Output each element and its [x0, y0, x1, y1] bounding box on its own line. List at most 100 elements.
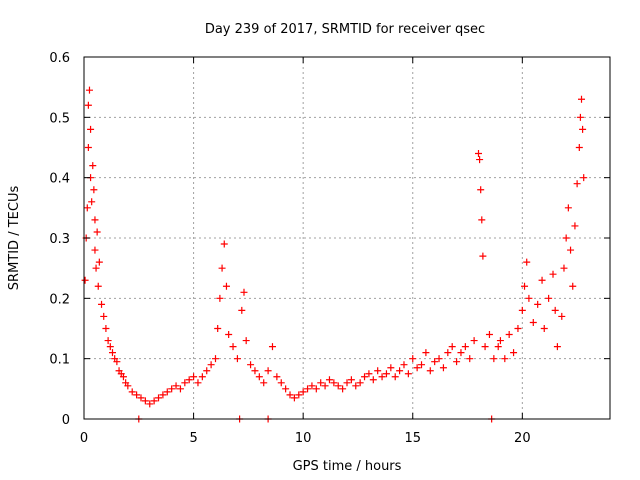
- data-point: [422, 349, 430, 357]
- data-point: [540, 325, 548, 332]
- data-point: [501, 355, 509, 363]
- data-point: [304, 385, 312, 393]
- data-point: [308, 382, 316, 390]
- data-point: [339, 385, 347, 393]
- data-point: [490, 355, 498, 363]
- x-tick-label: 20: [514, 431, 531, 446]
- data-point: [222, 282, 230, 290]
- data-point: [481, 343, 489, 351]
- y-tick-label: 0: [62, 413, 70, 428]
- data-point: [242, 337, 250, 345]
- x-tick-label: 15: [404, 431, 421, 446]
- data-point: [343, 379, 351, 387]
- data-point: [534, 300, 542, 308]
- data-point: [325, 376, 333, 384]
- data-point: [238, 306, 246, 314]
- data-point: [439, 364, 447, 372]
- data-point: [168, 385, 176, 393]
- data-point: [214, 325, 222, 332]
- data-point: [203, 367, 211, 375]
- data-point: [525, 294, 533, 302]
- data-point: [478, 216, 486, 224]
- data-point: [90, 186, 98, 194]
- data-point: [575, 144, 583, 151]
- data-point: [321, 382, 329, 390]
- y-axis-label: SRMTID / TECUs: [7, 186, 22, 291]
- data-point: [198, 373, 206, 381]
- data-point: [553, 343, 561, 351]
- data-point: [88, 198, 96, 206]
- data-point: [466, 355, 474, 363]
- data-point: [444, 349, 452, 357]
- data-point: [84, 101, 92, 109]
- data-point: [494, 343, 502, 351]
- data-point: [92, 264, 100, 272]
- data-point: [549, 270, 557, 278]
- data-point: [461, 343, 469, 351]
- data-point: [190, 373, 198, 381]
- data-point: [453, 358, 461, 366]
- data-point: [295, 391, 303, 399]
- x-tick-label: 10: [295, 431, 312, 446]
- data-point: [225, 331, 233, 339]
- data-point: [260, 379, 268, 387]
- data-point: [477, 186, 485, 194]
- data-point: [361, 373, 369, 381]
- y-tick-label: 0.6: [49, 51, 70, 66]
- chart-title: Day 239 of 2017, SRMTID for receiver qse…: [205, 22, 485, 37]
- data-point: [113, 358, 121, 366]
- data-point: [347, 376, 355, 384]
- data-point: [352, 382, 360, 390]
- data-point: [95, 258, 103, 266]
- data-point: [106, 343, 114, 351]
- data-point: [334, 382, 342, 390]
- data-point: [220, 240, 228, 248]
- data-point: [137, 394, 145, 402]
- data-point: [426, 367, 434, 375]
- data-point: [264, 367, 272, 375]
- y-tick-label: 0.2: [49, 292, 70, 307]
- data-point: [391, 373, 399, 381]
- data-point: [400, 361, 408, 369]
- plot-frame: [83, 56, 611, 420]
- data-point: [448, 343, 456, 351]
- data-point: [387, 364, 395, 372]
- data-point: [330, 379, 338, 387]
- data-point: [562, 234, 570, 242]
- y-tick-label: 0.4: [49, 172, 70, 187]
- y-tick-label: 0.5: [49, 111, 70, 126]
- data-point: [578, 95, 586, 103]
- data-point: [268, 343, 276, 351]
- data-point: [212, 355, 219, 363]
- data-point: [81, 276, 89, 284]
- data-point: [83, 204, 91, 212]
- x-axis-label: GPS time / hours: [293, 459, 402, 474]
- data-point: [418, 361, 426, 369]
- data-point: [312, 385, 320, 393]
- data-point: [290, 394, 298, 402]
- data-point: [84, 144, 92, 151]
- data-point: [181, 379, 189, 387]
- data-point: [255, 373, 263, 381]
- data-point: [404, 370, 412, 378]
- y-tick-label: 0.3: [49, 232, 70, 247]
- data-point: [558, 312, 566, 320]
- data-point: [282, 385, 290, 393]
- data-point: [102, 325, 110, 332]
- data-point: [479, 252, 487, 260]
- data-point: [172, 382, 180, 390]
- data-point: [216, 294, 224, 302]
- data-point: [100, 312, 108, 320]
- data-point: [476, 156, 484, 164]
- data-point: [133, 391, 141, 399]
- data-point: [299, 388, 307, 396]
- data-point: [185, 376, 193, 384]
- data-point: [163, 388, 171, 396]
- data-point: [141, 397, 149, 405]
- data-point: [229, 343, 237, 351]
- data-point: [545, 294, 553, 302]
- data-point: [104, 337, 112, 345]
- data-point: [573, 180, 581, 188]
- data-point: [94, 282, 102, 290]
- data-point: [365, 370, 373, 378]
